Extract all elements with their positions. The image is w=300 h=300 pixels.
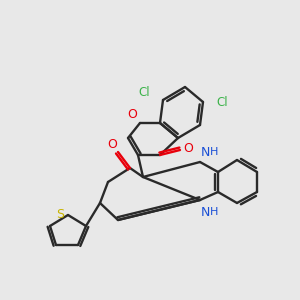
Text: N: N bbox=[200, 146, 210, 158]
Text: N: N bbox=[200, 206, 210, 218]
Text: O: O bbox=[183, 142, 193, 155]
Text: S: S bbox=[56, 208, 64, 221]
Text: H: H bbox=[210, 147, 218, 157]
Text: O: O bbox=[107, 139, 117, 152]
Text: O: O bbox=[127, 109, 137, 122]
Text: Cl: Cl bbox=[138, 85, 150, 98]
Text: H: H bbox=[210, 207, 218, 217]
Text: Cl: Cl bbox=[216, 95, 228, 109]
